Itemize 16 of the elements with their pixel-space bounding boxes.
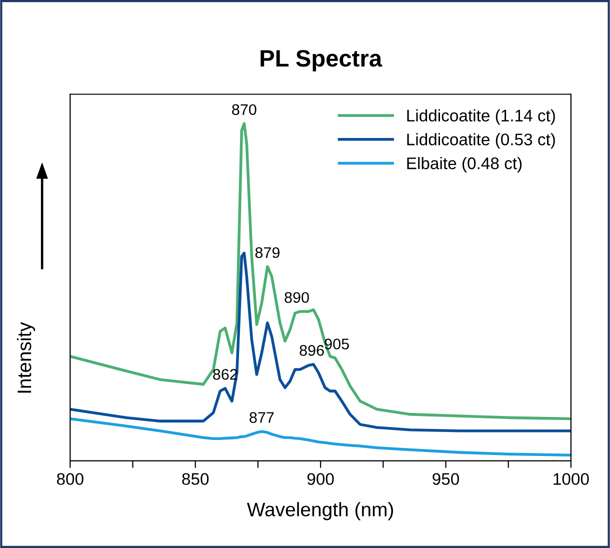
- x-tick-label: 800: [56, 473, 84, 485]
- x-tick-label: 900: [307, 473, 334, 485]
- legend-label: Liddicoatite (0.53 ct): [407, 133, 555, 149]
- x-tick-label: 1000: [554, 473, 589, 485]
- annotation: 879: [255, 247, 280, 258]
- y-axis-title: Intensity: [16, 322, 36, 393]
- x-axis-title: Wavelength (nm): [246, 502, 394, 520]
- annotation: 877: [250, 412, 274, 423]
- legend-label: Elbaite (0.48 ct): [407, 156, 522, 173]
- x-tick-label: 950: [432, 473, 460, 485]
- annotation: 896: [300, 345, 324, 356]
- annotation: 890: [284, 292, 309, 303]
- chart-title: PL Spectra: [260, 50, 382, 72]
- x-tick-label: 850: [182, 473, 209, 485]
- annotation: 870: [232, 104, 256, 116]
- legend-label: Liddicoatite (1.14 ct): [407, 109, 555, 125]
